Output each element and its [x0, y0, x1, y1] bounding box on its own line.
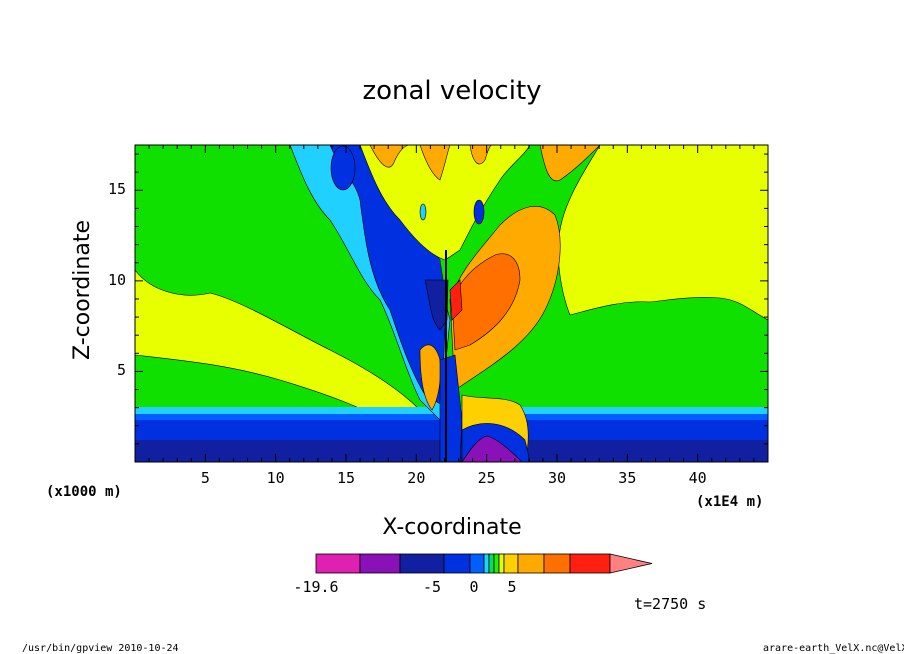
field-red-core: [449, 279, 463, 321]
colorbar-swatch: [315, 553, 361, 574]
colorbar-swatch: [359, 553, 401, 574]
field-orange-lower: [419, 344, 441, 411]
x-axis-label: X-coordinate: [382, 515, 522, 540]
x-tick-label: 5: [200, 469, 210, 487]
x-tick-label: 30: [547, 469, 567, 487]
x-tick-label: 15: [336, 469, 356, 487]
chart-title: zonal velocity: [362, 76, 542, 106]
colorbar-swatch: [543, 553, 571, 574]
x-tick-label: 20: [407, 469, 426, 487]
colorbar-label: -19.6: [293, 578, 339, 596]
colorbar-swatch: [399, 553, 445, 574]
plot-frame: [134, 144, 769, 463]
axis-ticks: [135, 145, 768, 462]
x-tick-label: 25: [477, 469, 496, 487]
footer-right: arare-earth_VelX.nc@VelX: [763, 643, 904, 654]
colorbar: [315, 553, 653, 574]
colorbar-swatch: [517, 553, 545, 574]
colorbar-label: -5: [422, 578, 442, 596]
y-tick-label: 15: [107, 180, 126, 199]
colorbar-swatch: [443, 553, 471, 574]
field-plume-orange-upper: [369, 145, 601, 182]
colorbar-label: 0: [469, 578, 479, 596]
y-tick-label: 10: [107, 270, 126, 289]
field-yellow-right: [557, 145, 768, 321]
footer-left: /usr/bin/gpview 2010-10-24: [22, 643, 179, 654]
colorbar-swatch: [493, 553, 500, 574]
field-purple-mound: [461, 435, 523, 462]
colorbar-swatch: [498, 553, 505, 574]
contour-field: [135, 145, 768, 462]
colorbar-label: 5: [507, 578, 517, 596]
colorbar-swatch: [483, 553, 490, 574]
time-annotation: t=2750 s: [634, 595, 707, 613]
x-unit-left: (x1000 m): [46, 484, 122, 500]
field-blue-blob-3: [419, 203, 427, 221]
field-plume-yellow: [359, 145, 531, 261]
colorbar-swatch: [469, 553, 485, 574]
x-tick-label: 35: [618, 469, 637, 487]
x-tick-label: 10: [266, 469, 285, 487]
colorbar-swatch: [569, 553, 611, 574]
field-blue-blob-1: [330, 145, 356, 191]
field-darkorange-lobe: [451, 253, 521, 351]
colorbar-swatch: [488, 553, 495, 574]
field-blue-blob-2: [473, 199, 485, 225]
y-axis-label: Z-coordinate: [70, 220, 95, 360]
colorbar-swatch: [503, 553, 519, 574]
x-tick-label: 40: [688, 469, 707, 487]
y-tick-label: 5: [116, 361, 126, 380]
x-unit-right: (x1E4 m): [696, 494, 764, 510]
colorbar-extension-arrow: [609, 553, 653, 574]
